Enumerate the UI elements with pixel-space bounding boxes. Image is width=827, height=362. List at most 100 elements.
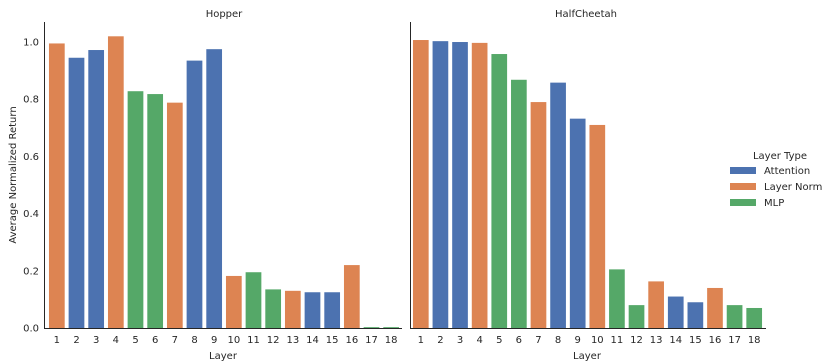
- hopper-bar-layer-15: [324, 292, 341, 328]
- hopper-bars: [48, 36, 400, 329]
- hopper-x-tick-13: 13: [286, 335, 299, 346]
- halfcheetah-bar-layer-4: [471, 42, 488, 328]
- halfcheetah-x-tick-16: 16: [709, 335, 722, 346]
- halfcheetah-x-tick-4: 4: [476, 335, 482, 346]
- hopper-bar-layer-8: [186, 60, 203, 329]
- halfcheetah-x-tick-15: 15: [689, 335, 702, 346]
- hopper-x-tick-10: 10: [227, 335, 240, 346]
- hopper-bar-layer-9: [206, 49, 223, 329]
- halfcheetah-x-tick-3: 3: [457, 335, 463, 346]
- halfcheetah-bars: [412, 40, 763, 329]
- hopper-title: Hopper: [206, 9, 243, 20]
- hopper-y-ticks: 0.0 0.2 0.4 0.6 0.8 1.0: [23, 38, 39, 335]
- hopper-x-tick-8: 8: [191, 335, 197, 346]
- hopper-bar-layer-4: [107, 36, 124, 329]
- y-tick-1.0: 1.0: [23, 38, 39, 49]
- halfcheetah-bar-layer-17: [726, 305, 743, 328]
- hopper-bar-layer-18: [383, 327, 400, 328]
- hopper-bar-layer-10: [225, 275, 242, 328]
- legend-label-layer-norm: Layer Norm: [764, 182, 822, 193]
- halfcheetah-x-tick-18: 18: [748, 335, 761, 346]
- hopper-bar-layer-17: [363, 327, 380, 328]
- halfcheetah-bar-layer-12: [628, 305, 645, 328]
- y-tick-0.4: 0.4: [23, 209, 39, 220]
- halfcheetah-title: HalfCheetah: [555, 9, 617, 20]
- halfcheetah-bar-layer-13: [648, 281, 664, 328]
- halfcheetah-x-tick-1: 1: [418, 335, 424, 346]
- y-tick-0.0: 0.0: [23, 324, 39, 335]
- hopper-x-label: Layer: [209, 351, 238, 362]
- y-tick-0.6: 0.6: [23, 152, 39, 163]
- hopper-x-tick-6: 6: [152, 335, 158, 346]
- hopper-x-tick-16: 16: [345, 335, 358, 346]
- hopper-x-tick-14: 14: [306, 335, 319, 346]
- halfcheetah-x-label: Layer: [573, 351, 602, 362]
- halfcheetah-x-tick-6: 6: [516, 335, 522, 346]
- hopper-x-tick-12: 12: [267, 335, 280, 346]
- halfcheetah-x-tick-2: 2: [437, 335, 443, 346]
- halfcheetah-x-tick-13: 13: [650, 335, 663, 346]
- hopper-x-tick-17: 17: [365, 335, 378, 346]
- hopper-bar-layer-12: [265, 289, 282, 328]
- legend-title: Layer Type: [753, 151, 807, 162]
- hopper-panel: Hopper 1 2 3 4 5 6 7 8 9 10 11 12 13 14 15 16 17 18 0.00.…: [8, 9, 402, 362]
- halfcheetah-x-tick-12: 12: [630, 335, 643, 346]
- halfcheetah-x-tick-8: 8: [555, 335, 561, 346]
- hopper-x-tick-9: 9: [211, 335, 217, 346]
- halfcheetah-bar-layer-9: [569, 118, 586, 328]
- hopper-bar-layer-14: [304, 292, 321, 328]
- hopper-bar-layer-13: [284, 290, 301, 328]
- halfcheetah-x-tick-7: 7: [535, 335, 541, 346]
- hopper-x-ticks: 1 2 3 4 5 6 7 8 9 10 11 12 13 14 15 16 17 18: [54, 335, 398, 346]
- halfcheetah-bar-layer-1: [412, 40, 429, 329]
- halfcheetah-bar-layer-11: [609, 269, 625, 328]
- halfcheetah-x-tick-5: 5: [496, 335, 502, 346]
- hopper-bar-layer-3: [88, 50, 105, 328]
- halfcheetah-bar-layer-16: [707, 287, 723, 328]
- halfcheetah-bar-layer-3: [452, 42, 468, 329]
- hopper-x-tick-11: 11: [247, 335, 260, 346]
- halfcheetah-bar-layer-7: [530, 102, 547, 328]
- halfcheetah-bar-layer-15: [687, 302, 704, 328]
- legend: Layer Type Attention Layer Norm MLP: [730, 151, 822, 209]
- legend-items: Attention Layer Norm MLP: [730, 166, 822, 209]
- hopper-bar-layer-1: [48, 43, 65, 328]
- hopper-bar-layer-11: [245, 272, 262, 328]
- halfcheetah-x-tick-17: 17: [728, 335, 741, 346]
- hopper-x-tick-3: 3: [93, 335, 99, 346]
- halfcheetah-panel: HalfCheetah 1 2 3 4 5 6 7 8 9 10 11 12 13 14 15 16 17 18 …: [410, 9, 766, 362]
- halfcheetah-bar-layer-5: [491, 54, 508, 328]
- halfcheetah-bar-layer-6: [511, 79, 527, 329]
- halfcheetah-bar-layer-8: [550, 82, 566, 328]
- hopper-x-tick-15: 15: [326, 335, 339, 346]
- halfcheetah-x-tick-11: 11: [611, 335, 624, 346]
- hopper-x-tick-1: 1: [54, 335, 60, 346]
- legend-label-mlp: MLP: [764, 198, 784, 209]
- halfcheetah-bar-layer-2: [432, 41, 449, 328]
- legend-swatch-mlp: [730, 199, 756, 206]
- halfcheetah-x-tick-10: 10: [591, 335, 604, 346]
- halfcheetah-bar-layer-18: [746, 307, 763, 328]
- hopper-x-tick-4: 4: [113, 335, 119, 346]
- hopper-bar-layer-7: [166, 102, 183, 329]
- hopper-x-tick-2: 2: [73, 335, 79, 346]
- y-tick-0.8: 0.8: [23, 95, 39, 106]
- halfcheetah-bar-layer-14: [667, 296, 684, 328]
- hopper-x-tick-18: 18: [385, 335, 398, 346]
- hopper-bar-layer-16: [343, 265, 360, 328]
- hopper-bar-layer-2: [68, 57, 85, 328]
- hopper-bar-layer-6: [147, 94, 164, 328]
- hopper-x-tick-5: 5: [132, 335, 138, 346]
- halfcheetah-x-ticks: 1 2 3 4 5 6 7 8 9 10 11 12 13 14 15 16 17 18: [418, 335, 761, 346]
- legend-label-attention: Attention: [764, 166, 810, 177]
- halfcheetah-x-tick-9: 9: [575, 335, 581, 346]
- halfcheetah-x-tick-14: 14: [669, 335, 682, 346]
- legend-swatch-attention: [730, 167, 756, 174]
- hopper-x-tick-7: 7: [172, 335, 178, 346]
- hopper-bar-layer-5: [127, 91, 144, 329]
- halfcheetah-bar-layer-10: [589, 124, 606, 328]
- legend-swatch-layer-norm: [730, 183, 756, 190]
- y-tick-0.2: 0.2: [23, 266, 39, 277]
- hopper-y-label: Average Normalized Return: [8, 106, 19, 243]
